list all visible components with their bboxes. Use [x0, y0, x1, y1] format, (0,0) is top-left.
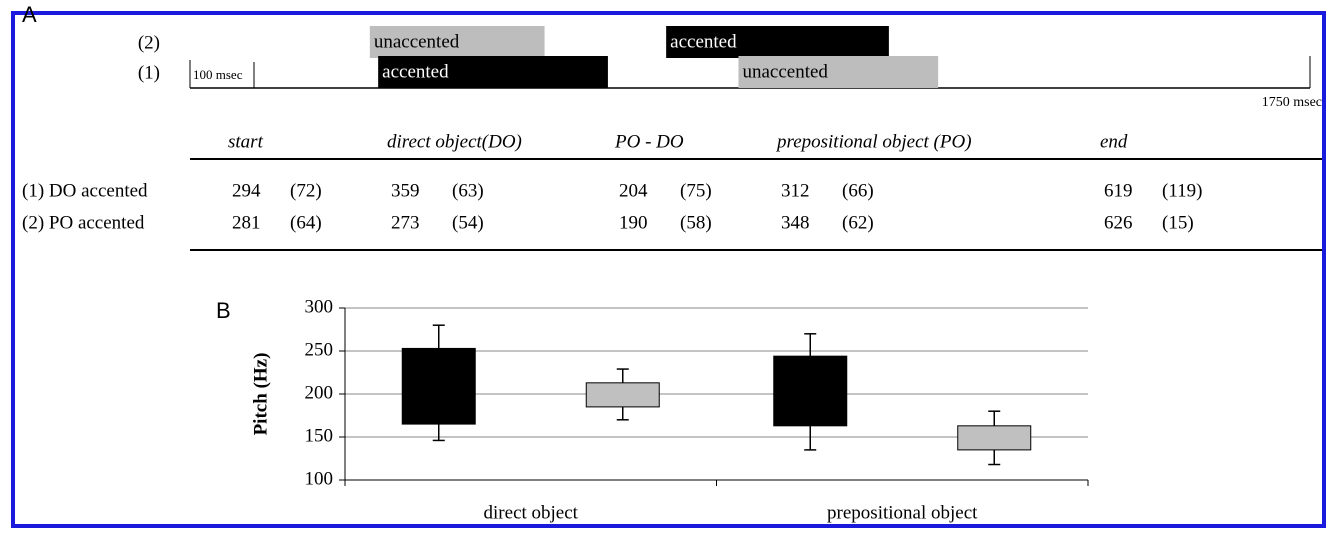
y-tick-label: 100	[305, 468, 334, 489]
table-cell: (119)	[1162, 180, 1202, 201]
table-cell: 359	[391, 180, 420, 201]
table-cell: (54)	[452, 212, 484, 233]
y-tick-label: 300	[305, 296, 334, 317]
box	[401, 347, 476, 425]
x-tick-label: direct object	[484, 502, 579, 523]
table-cell: (66)	[842, 180, 874, 201]
table-cell: 294	[232, 180, 261, 201]
timeline-segment-label: unaccented	[374, 31, 460, 52]
table-cell: 619	[1104, 180, 1133, 201]
table-cell: 190	[619, 212, 648, 233]
table-cell: (72)	[290, 180, 322, 201]
table-cell: 281	[232, 212, 261, 233]
timeline-row-label: (1)	[138, 62, 160, 83]
timeline-segment-label: accented	[670, 31, 737, 52]
y-axis-label: Pitch (Hz)	[250, 353, 271, 436]
table-cell: (64)	[290, 212, 322, 233]
table-row-label: (2) PO accented	[22, 212, 145, 233]
table-cell: (15)	[1162, 212, 1194, 233]
frame	[11, 11, 1326, 528]
y-tick-label: 150	[305, 425, 334, 446]
table-header: start	[228, 131, 264, 152]
y-tick-label: 200	[305, 382, 334, 403]
table-cell: 348	[781, 212, 810, 233]
timeline-tick-label: 100 msec	[193, 67, 243, 82]
timeline-segment	[369, 26, 545, 58]
table-cell: 312	[781, 180, 810, 201]
box	[585, 382, 660, 408]
table-cell: 626	[1104, 212, 1133, 233]
table-header: PO - DO	[614, 131, 684, 152]
table-row-label: (1) DO accented	[22, 180, 148, 201]
timeline-segment	[738, 56, 939, 88]
timeline-tick-label: 1750 msec	[1262, 95, 1322, 110]
box	[957, 425, 1032, 451]
timeline-row-label: (2)	[138, 32, 160, 53]
panel-label: A	[22, 2, 37, 27]
table-cell: 273	[391, 212, 420, 233]
timeline-segment-label: unaccented	[742, 61, 828, 82]
box	[773, 355, 848, 427]
y-tick-label: 250	[305, 339, 334, 360]
x-tick-label: prepositional object	[827, 502, 978, 523]
table-header: direct object(DO)	[387, 131, 522, 152]
timeline-segment-label: accented	[382, 61, 449, 82]
table-header: prepositional object (PO)	[775, 131, 972, 152]
table-cell: (63)	[452, 180, 484, 201]
table-cell: (58)	[680, 212, 712, 233]
table-header: end	[1100, 131, 1128, 152]
table-cell: (75)	[680, 180, 712, 201]
panel-label: B	[216, 298, 231, 323]
timeline-segment	[378, 56, 608, 88]
table-cell: (62)	[842, 212, 874, 233]
timeline-segment	[666, 26, 889, 58]
table-cell: 204	[619, 180, 648, 201]
